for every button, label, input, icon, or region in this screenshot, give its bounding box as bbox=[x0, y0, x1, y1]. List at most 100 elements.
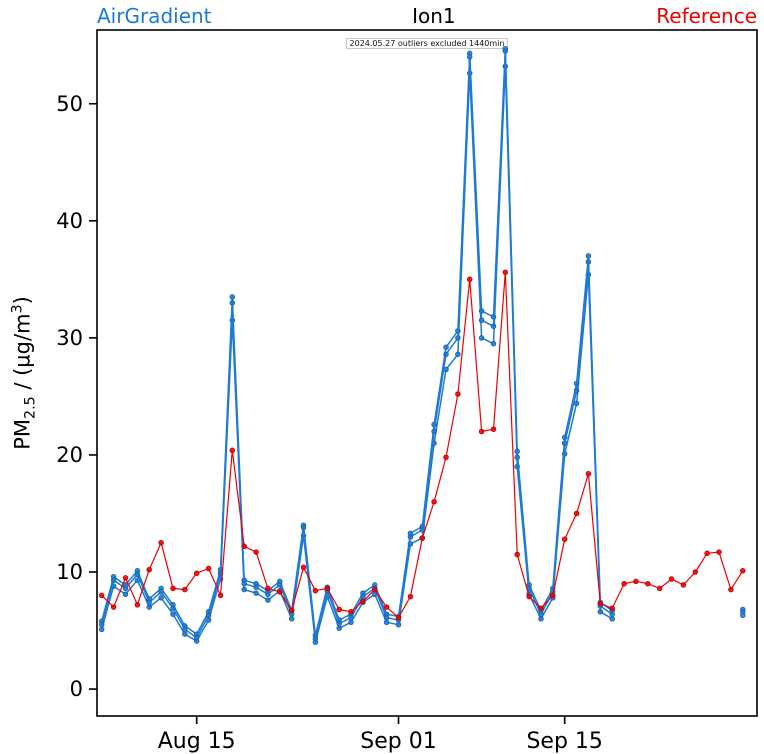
series-marker-AirGradient-1 bbox=[514, 454, 520, 461]
series-marker-Reference bbox=[110, 604, 117, 610]
series-marker-Reference bbox=[98, 592, 105, 599]
series-marker-Reference bbox=[490, 426, 497, 432]
series-line-Reference bbox=[101, 271, 744, 619]
series-marker-Reference bbox=[324, 585, 331, 592]
series-marker-AirGradient-2 bbox=[538, 616, 544, 622]
series-marker-AirGradient-1 bbox=[182, 626, 188, 633]
series-marker-Reference bbox=[360, 598, 366, 605]
series-marker-AirGradient-1 bbox=[455, 335, 461, 341]
series-marker-Reference bbox=[526, 593, 532, 600]
series-marker-Reference bbox=[134, 602, 141, 608]
series-marker-AirGradient-2 bbox=[241, 586, 247, 593]
y-tick-label: 30 bbox=[56, 326, 83, 350]
series-marker-AirGradient-1 bbox=[205, 612, 212, 619]
series-marker-AirGradient-1 bbox=[443, 351, 449, 358]
series-marker-AirGradient-1 bbox=[265, 591, 271, 598]
series-marker-Reference bbox=[692, 569, 699, 575]
y-tick-label: 20 bbox=[56, 443, 83, 467]
y-tick-label: 10 bbox=[56, 560, 83, 584]
chart-subtitle-row: 2024.05.27 outliers excluded 1440min bbox=[97, 31, 757, 50]
series-marker-Reference bbox=[466, 276, 473, 283]
series-marker-Reference bbox=[383, 604, 390, 610]
series-marker-Reference bbox=[170, 585, 176, 592]
series-marker-AirGradient-2 bbox=[98, 626, 105, 633]
series-marker-Reference bbox=[193, 570, 200, 576]
series-marker-Reference bbox=[478, 428, 485, 435]
series-marker-Reference bbox=[704, 550, 710, 557]
series-marker-Reference bbox=[395, 614, 402, 621]
series-marker-Reference bbox=[205, 565, 212, 572]
series-marker-AirGradient-3 bbox=[455, 328, 461, 334]
series-marker-Reference bbox=[538, 605, 544, 612]
series-marker-Reference bbox=[419, 535, 426, 541]
series-marker-AirGradient-1 bbox=[241, 580, 247, 587]
x-tick-label: Aug 15 bbox=[158, 729, 236, 754]
series-marker-AirGradient-1 bbox=[253, 584, 259, 590]
series-marker-AirGradient-1 bbox=[740, 609, 746, 615]
series-marker-Reference bbox=[680, 582, 687, 588]
series-marker-Reference bbox=[336, 606, 342, 613]
series-marker-AirGradient-2 bbox=[478, 335, 485, 341]
series-marker-AirGradient-1 bbox=[146, 599, 152, 606]
series-marker-Reference bbox=[158, 539, 164, 546]
series-marker-AirGradient-2 bbox=[265, 597, 271, 603]
series-marker-Reference bbox=[277, 589, 283, 595]
series-marker-Reference bbox=[561, 536, 568, 542]
series-marker-AirGradient-1 bbox=[538, 611, 544, 617]
series-marker-Reference bbox=[597, 600, 604, 607]
series-marker-AirGradient-1 bbox=[585, 259, 592, 265]
plot-box bbox=[96, 29, 758, 717]
series-marker-Reference bbox=[455, 391, 461, 397]
series-marker-AirGradient-1 bbox=[360, 593, 366, 600]
series-marker-AirGradient-1 bbox=[110, 577, 117, 583]
series-marker-Reference bbox=[633, 578, 639, 585]
series-marker-AirGradient-1 bbox=[336, 620, 342, 627]
series-marker-Reference bbox=[300, 564, 307, 571]
series-marker-AirGradient-1 bbox=[277, 582, 283, 588]
series-marker-AirGradient-1 bbox=[431, 428, 437, 435]
series-marker-AirGradient-3 bbox=[443, 344, 449, 350]
series-marker-AirGradient-2 bbox=[348, 619, 354, 626]
series-marker-Reference bbox=[514, 551, 520, 558]
series-marker-AirGradient-1 bbox=[383, 614, 390, 621]
series-marker-AirGradient-2 bbox=[288, 616, 295, 622]
series-marker-AirGradient-2 bbox=[158, 595, 164, 601]
series-marker-Reference bbox=[122, 575, 129, 581]
series-marker-Reference bbox=[716, 549, 722, 555]
series-marker-AirGradient-2 bbox=[253, 590, 259, 596]
series-marker-Reference bbox=[550, 592, 556, 599]
series-marker-AirGradient-1 bbox=[193, 634, 200, 641]
series-marker-Reference bbox=[740, 568, 746, 574]
series-marker-AirGradient-1 bbox=[348, 614, 354, 621]
series-marker-AirGradient-1 bbox=[158, 589, 164, 595]
series-marker-Reference bbox=[288, 607, 295, 614]
series-marker-AirGradient-1 bbox=[466, 54, 473, 60]
chart-subtitle: 2024.05.27 outliers excluded 1440min bbox=[345, 38, 509, 49]
series-marker-Reference bbox=[609, 605, 615, 612]
series-marker-Reference bbox=[182, 586, 188, 593]
series-marker-Reference bbox=[443, 454, 449, 461]
series-marker-Reference bbox=[241, 543, 247, 550]
series-marker-AirGradient-1 bbox=[502, 48, 509, 54]
series-marker-AirGradient-1 bbox=[573, 387, 580, 394]
series-marker-AirGradient-2 bbox=[383, 619, 390, 626]
series-marker-Reference bbox=[668, 576, 675, 582]
series-marker-Reference bbox=[312, 587, 319, 594]
series-marker-Reference bbox=[372, 586, 378, 593]
series-marker-AirGradient-1 bbox=[300, 524, 307, 531]
series-marker-Reference bbox=[502, 269, 509, 276]
series-marker-AirGradient-1 bbox=[490, 323, 497, 329]
legend-airgradient-label: AirGradient bbox=[97, 4, 212, 28]
series-marker-Reference bbox=[728, 586, 734, 593]
series-marker-AirGradient-1 bbox=[407, 534, 414, 540]
y-tick-label: 40 bbox=[56, 209, 83, 233]
series-marker-AirGradient-2 bbox=[455, 351, 461, 358]
series-marker-Reference bbox=[348, 609, 354, 615]
series-marker-Reference bbox=[621, 580, 627, 587]
series-line-AirGradient-3 bbox=[102, 49, 743, 636]
series-marker-AirGradient-1 bbox=[170, 605, 176, 612]
series-marker-Reference bbox=[656, 585, 663, 592]
series-marker-Reference bbox=[585, 470, 592, 477]
series-marker-AirGradient-1 bbox=[609, 611, 615, 617]
